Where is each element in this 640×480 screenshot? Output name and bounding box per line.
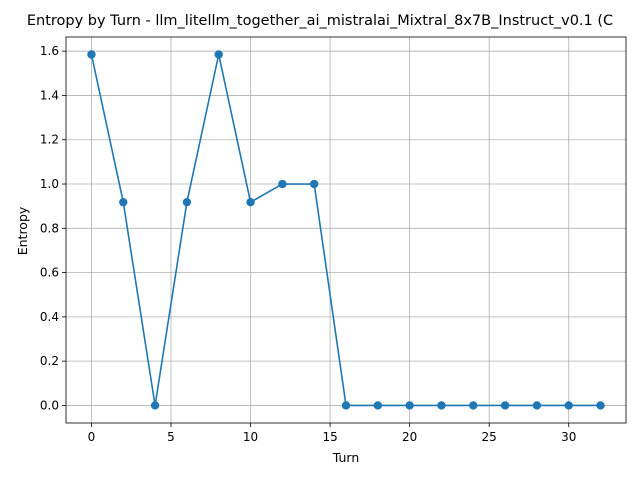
data-point — [500, 401, 510, 410]
data-point — [341, 401, 351, 410]
y-tick-label: 0.8 — [40, 221, 59, 235]
axis-ticks: 0 5 10 15 20 25 30 0.0 0.2 0.4 0.6 0.8 1.0 1.2 1.4 1.6 — [40, 44, 576, 444]
plot-frame — [65, 36, 627, 424]
data-point — [405, 401, 414, 410]
y-tick-label: 1.0 — [40, 177, 59, 191]
chart-title: Entropy by Turn - llm_litellm_together_a… — [27, 13, 613, 29]
data-point — [564, 401, 573, 410]
y-tick-label: 0.0 — [40, 398, 59, 412]
data-point — [437, 401, 446, 410]
x-tick-label: 25 — [482, 430, 497, 444]
y-tick-label: 1.4 — [40, 88, 59, 102]
data-point — [596, 401, 605, 410]
x-tick-label: 15 — [322, 430, 337, 444]
y-axis-label: Entropy — [15, 206, 30, 255]
y-tick-label: 1.2 — [40, 133, 59, 147]
x-tick-label: 20 — [402, 430, 417, 444]
y-tick-label: 0.2 — [40, 354, 59, 368]
x-tick-label: 30 — [561, 430, 576, 444]
data-point — [214, 50, 223, 59]
y-tick-label: 0.6 — [40, 266, 59, 280]
x-tick-label: 0 — [88, 430, 96, 444]
x-tick-label: 10 — [243, 430, 258, 444]
data-point — [182, 197, 192, 207]
data-point — [87, 50, 96, 59]
y-tick-label: 1.6 — [40, 44, 59, 58]
series-layer — [87, 50, 605, 410]
x-tick-label: 5 — [167, 430, 175, 444]
y-tick-label: 0.4 — [40, 310, 59, 324]
data-point — [150, 401, 160, 410]
data-point — [309, 179, 319, 189]
x-axis-label: Turn — [332, 450, 360, 465]
data-point — [532, 401, 542, 410]
data-point — [246, 197, 255, 207]
grid-lines — [66, 37, 626, 423]
data-point — [278, 179, 287, 189]
data-point — [119, 197, 128, 207]
data-point — [373, 401, 383, 410]
data-point — [469, 401, 478, 410]
series-line — [90, 54, 601, 407]
